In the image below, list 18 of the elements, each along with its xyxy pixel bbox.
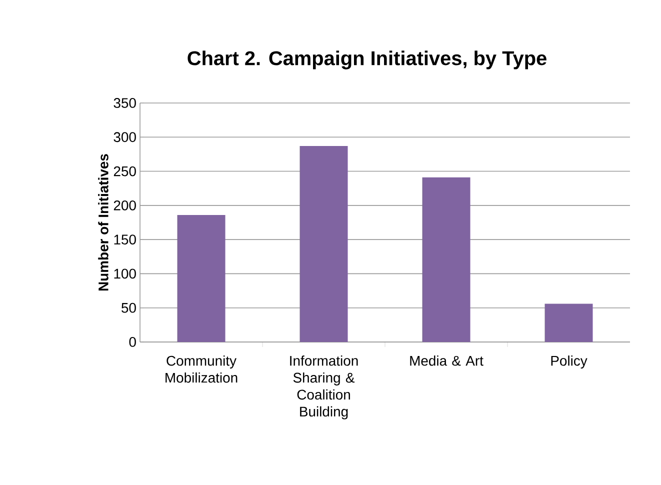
chart-title: Chart 2. Campaign Initiatives, by Type [188, 50, 546, 70]
bar [300, 146, 348, 342]
bar [177, 214, 226, 342]
y-tick-label: 50 [122, 302, 136, 313]
bar [544, 304, 593, 342]
bar [422, 177, 470, 342]
x-tick-label: Policy [551, 356, 588, 369]
x-tick-label: Media & Art [410, 356, 484, 366]
y-tick-label: 100 [114, 268, 136, 279]
y-tick-label: 200 [114, 200, 136, 210]
y-tick-label: 0 [129, 337, 136, 347]
y-tick-label: 300 [114, 132, 136, 142]
x-tick-label: Information Sharing & Coalition Building [290, 356, 358, 420]
x-tick-label: Community Mobilization [166, 356, 238, 383]
y-axis-title: Number of Initiatives [98, 154, 108, 291]
y-tick-label: 350 [114, 98, 136, 108]
y-tick-label: 150 [114, 234, 136, 244]
y-tick-label: 250 [114, 166, 136, 176]
